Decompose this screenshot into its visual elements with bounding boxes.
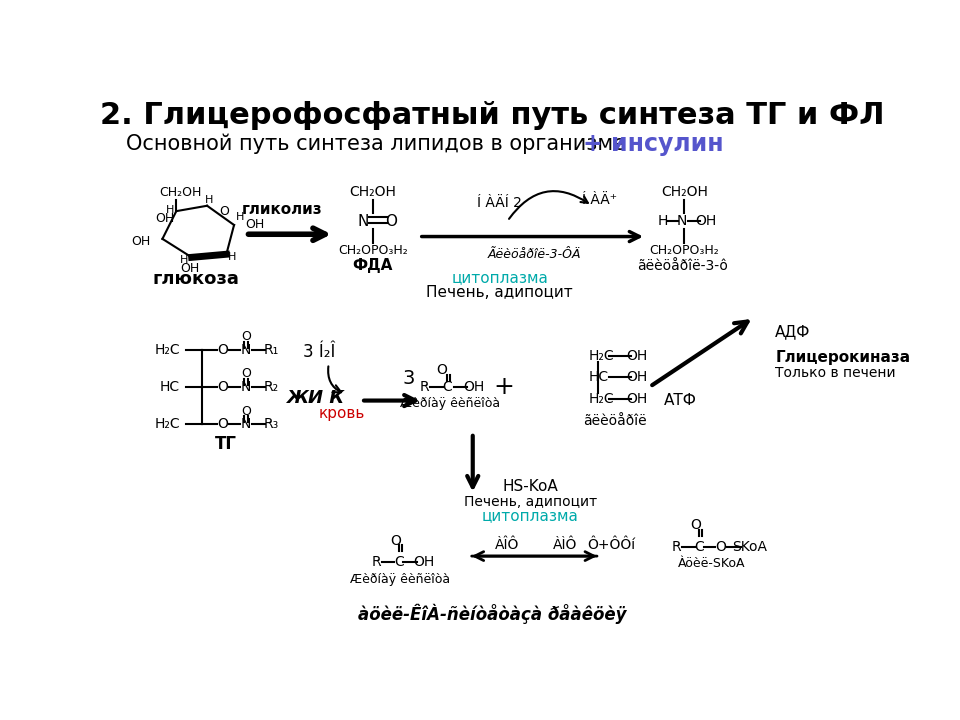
Text: OH: OH <box>626 371 647 384</box>
Text: ãëèöåðîë: ãëèöåðîë <box>584 413 647 428</box>
Text: C: C <box>394 555 404 570</box>
Text: O: O <box>241 330 252 343</box>
Text: ФДА: ФДА <box>352 258 393 274</box>
Text: H: H <box>228 251 237 261</box>
Text: àöèë-ÊîÀ-ñèíòåòàçà ðåàêöèÿ: àöèë-ÊîÀ-ñèíòåòàçà ðåàêöèÿ <box>358 604 626 624</box>
Text: H: H <box>166 204 175 215</box>
Text: OH: OH <box>246 218 265 232</box>
Text: Печень, адипоцит: Печень, адипоцит <box>426 285 573 300</box>
Text: O: O <box>385 214 397 229</box>
Text: H₂C: H₂C <box>588 349 613 363</box>
Text: C: C <box>694 540 704 554</box>
Text: N: N <box>677 214 687 228</box>
Text: H₂C: H₂C <box>155 343 180 356</box>
Text: OH: OH <box>626 349 647 363</box>
Text: H: H <box>180 255 188 265</box>
Text: Печень, адипоцит: Печень, адипоцит <box>464 495 597 509</box>
Text: R: R <box>672 540 682 554</box>
Text: CH₂OPO₃H₂: CH₂OPO₃H₂ <box>650 244 719 257</box>
Text: Основной путь синтеза липидов в организме: Основной путь синтеза липидов в организм… <box>127 134 627 154</box>
Text: ТГ: ТГ <box>215 436 237 454</box>
Text: O: O <box>690 518 702 532</box>
Text: Í ÀÄÍ 2: Í ÀÄÍ 2 <box>477 197 522 210</box>
Text: Æèðíàÿ êèñëîòà: Æèðíàÿ êèñëîòà <box>399 397 500 410</box>
Text: кровь: кровь <box>319 406 365 421</box>
Text: Глицерокиназа: Глицерокиназа <box>776 350 910 365</box>
Text: HC: HC <box>588 371 609 384</box>
Text: АДФ: АДФ <box>776 324 811 338</box>
Text: HC: HC <box>160 379 180 394</box>
Text: OH: OH <box>463 379 484 394</box>
Text: R₁: R₁ <box>263 343 278 356</box>
Text: CH₂OH: CH₂OH <box>159 186 202 199</box>
Text: N: N <box>240 343 251 356</box>
Text: Ãëèöåðîë-3-ÔÄ: Ãëèöåðîë-3-ÔÄ <box>488 248 581 261</box>
Text: цитоплазма: цитоплазма <box>482 508 579 523</box>
Text: R₃: R₃ <box>263 417 278 431</box>
Text: АТФ: АТФ <box>664 393 697 408</box>
Text: Æèðíàÿ êèñëîòà: Æèðíàÿ êèñëîòà <box>349 572 449 585</box>
Text: OH: OH <box>132 235 151 248</box>
Text: R₂: R₂ <box>263 379 278 394</box>
Text: H: H <box>204 194 213 204</box>
Text: C: C <box>443 379 452 394</box>
Text: O: O <box>217 379 228 394</box>
Text: R: R <box>372 555 381 570</box>
Text: Àöèë-SKoA: Àöèë-SKoA <box>678 557 745 570</box>
Text: N: N <box>358 214 369 229</box>
Text: OH: OH <box>626 392 647 406</box>
Text: N: N <box>240 417 251 431</box>
Text: ãëèöåðîë-3-ô: ãëèöåðîë-3-ô <box>637 258 729 273</box>
Text: O: O <box>220 205 229 218</box>
Text: OH: OH <box>156 212 175 225</box>
Text: 3: 3 <box>402 369 415 389</box>
Text: OH: OH <box>695 214 717 228</box>
Text: O: O <box>437 363 447 377</box>
Text: H: H <box>658 214 668 228</box>
Text: H₂C: H₂C <box>155 417 180 431</box>
Text: H: H <box>235 212 244 222</box>
Text: глюкоза: глюкоза <box>152 270 239 288</box>
Text: O: O <box>391 534 401 548</box>
Text: Ô+ÔÔí: Ô+ÔÔí <box>588 538 636 552</box>
Text: гликолиз: гликолиз <box>242 202 323 217</box>
Text: ÀÎÔ: ÀÎÔ <box>495 538 519 552</box>
Text: CH₂OH: CH₂OH <box>349 185 396 199</box>
Text: HS-KoA: HS-KoA <box>503 480 559 495</box>
Text: ÀÌÔ: ÀÌÔ <box>553 538 577 552</box>
Text: R: R <box>420 379 429 394</box>
Text: OH: OH <box>413 555 434 570</box>
Text: + инсулин: + инсулин <box>584 132 724 156</box>
Text: CH₂OH: CH₂OH <box>661 185 708 199</box>
Text: O: O <box>217 343 228 356</box>
Text: O: O <box>715 540 726 554</box>
Text: цитоплазма: цитоплазма <box>451 270 548 285</box>
Text: O: O <box>217 417 228 431</box>
Text: Только в печени: Только в печени <box>776 366 896 380</box>
Text: CH₂OPO₃H₂: CH₂OPO₃H₂ <box>338 244 408 257</box>
Text: O: O <box>241 405 252 418</box>
Text: OH: OH <box>180 261 200 274</box>
Text: +: + <box>493 374 514 399</box>
Text: N: N <box>240 379 251 394</box>
Text: ЖИ К: ЖИ К <box>286 390 344 408</box>
Text: SKoA: SKoA <box>732 540 767 554</box>
Text: 3 Í₂Î: 3 Í₂Î <box>302 343 335 361</box>
Text: Í ÀÄ⁺: Í ÀÄ⁺ <box>583 194 617 207</box>
Text: H₂C: H₂C <box>588 392 613 406</box>
Text: O: O <box>241 367 252 380</box>
Text: 2. Глицерофосфатный путь синтеза ТГ и ФЛ: 2. Глицерофосфатный путь синтеза ТГ и ФЛ <box>100 101 884 130</box>
